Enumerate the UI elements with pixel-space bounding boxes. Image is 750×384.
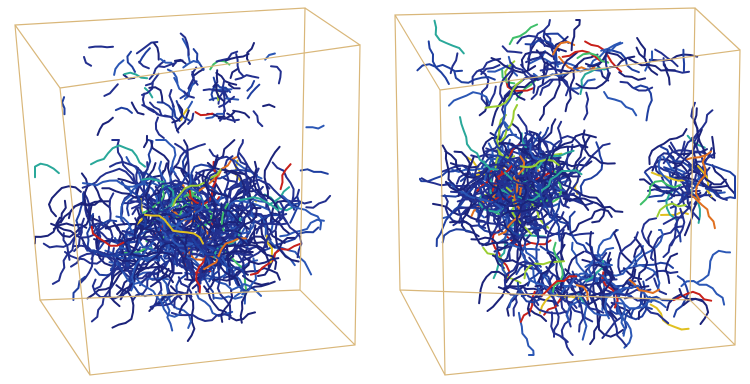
fiber xyxy=(543,63,545,84)
box-edge xyxy=(40,300,90,375)
fiber xyxy=(114,60,123,75)
fiber xyxy=(429,41,449,84)
fiber xyxy=(301,169,328,174)
fiber xyxy=(503,46,522,52)
fiber xyxy=(216,73,236,85)
fiber xyxy=(35,164,59,178)
fiber xyxy=(188,114,193,124)
fiber xyxy=(449,92,489,105)
fiber xyxy=(194,49,204,70)
fiber xyxy=(420,169,460,182)
fiber xyxy=(443,229,470,242)
fiber xyxy=(558,122,562,148)
fiber xyxy=(572,20,580,50)
fiber xyxy=(254,111,263,126)
fiber xyxy=(116,108,132,113)
fiber xyxy=(604,92,636,115)
fiber xyxy=(248,85,260,99)
fiber xyxy=(650,55,697,61)
fiber xyxy=(233,111,249,118)
fiber xyxy=(215,296,242,298)
fiber xyxy=(584,93,588,120)
box-edge xyxy=(690,300,735,345)
fiber xyxy=(127,52,135,72)
box-edge xyxy=(15,25,60,88)
fiber xyxy=(271,66,281,83)
right-network xyxy=(395,8,740,375)
fiber xyxy=(619,72,645,80)
box-edge xyxy=(395,15,440,90)
fiber xyxy=(651,305,689,330)
fiber xyxy=(53,236,75,284)
fiber xyxy=(170,90,174,107)
box-front-face xyxy=(440,50,740,375)
fiber xyxy=(306,126,323,129)
fiber xyxy=(583,306,587,340)
fiber xyxy=(89,47,113,48)
fiber xyxy=(244,268,280,280)
box-edge xyxy=(305,8,360,45)
box-edge xyxy=(400,290,445,375)
fiber xyxy=(215,140,234,167)
fiber xyxy=(196,112,213,115)
fiber xyxy=(156,118,164,139)
fiber xyxy=(83,181,131,195)
fiber xyxy=(98,118,113,135)
box-edge xyxy=(695,8,740,50)
fiber xyxy=(664,217,683,224)
fiber xyxy=(154,43,159,60)
fiber xyxy=(247,81,254,91)
visualization xyxy=(0,0,750,384)
fiber xyxy=(665,64,670,84)
fiber xyxy=(231,69,238,78)
fiber xyxy=(144,136,147,147)
left-network xyxy=(15,8,360,375)
fiber xyxy=(697,251,730,283)
fiber xyxy=(104,84,117,96)
fiber xyxy=(570,209,612,233)
page: (() => { const data = JSON.parse(documen… xyxy=(0,0,750,384)
fiber xyxy=(265,147,280,198)
fiber xyxy=(263,105,274,107)
fiber xyxy=(139,62,149,69)
fiber xyxy=(564,198,623,212)
fiber xyxy=(154,111,171,117)
box-edge xyxy=(300,290,355,345)
fiber xyxy=(646,271,677,280)
fiber xyxy=(84,57,91,66)
fiber xyxy=(435,21,464,54)
fiber xyxy=(683,50,684,71)
fiber xyxy=(236,75,259,79)
fiber xyxy=(666,254,677,283)
fibers xyxy=(417,20,735,355)
